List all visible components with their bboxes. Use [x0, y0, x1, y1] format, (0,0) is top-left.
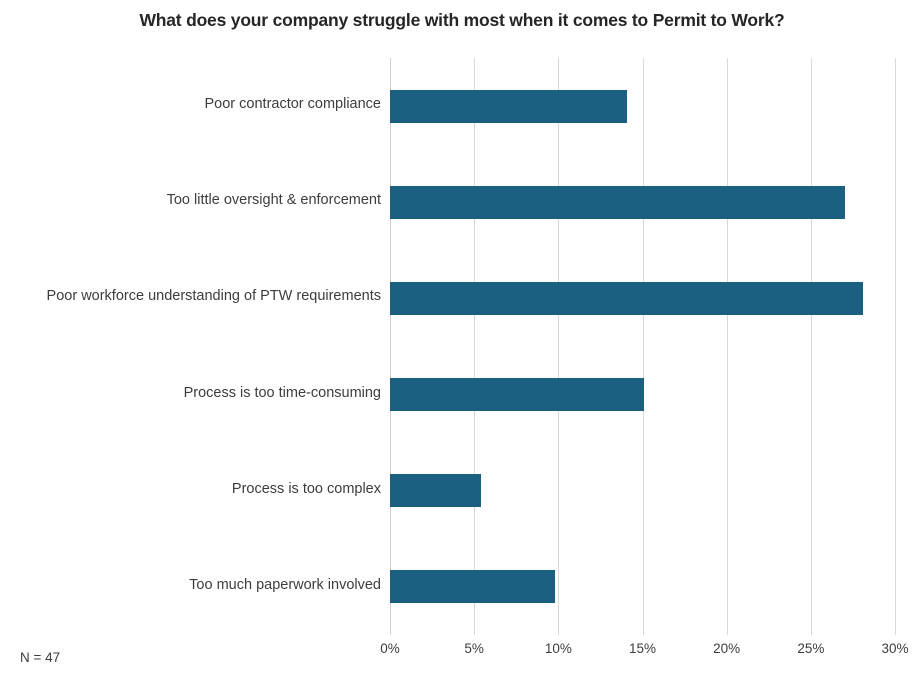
x-tick-label: 30% [881, 641, 909, 656]
y-axis-label: Poor contractor compliance [204, 96, 382, 113]
gridline-0pct [390, 58, 391, 635]
bar [390, 570, 555, 604]
x-tick-label: 10% [544, 641, 572, 656]
gridline-20pct [726, 58, 728, 635]
gridline-15pct [642, 58, 644, 635]
gridline-25pct [810, 58, 812, 635]
x-tick-label: 15% [628, 641, 657, 656]
x-tick-label: 0% [380, 641, 400, 656]
x-tick-label: 25% [797, 641, 825, 656]
y-axis-label: Process is too time-consuming [183, 384, 381, 401]
y-axis-label: Too little oversight & enforcement [166, 192, 381, 209]
y-axis-category-labels: Poor contractor compliance Too little ove… [0, 58, 390, 635]
bar [390, 474, 481, 508]
y-axis-label: Process is too complex [231, 480, 381, 497]
y-axis-label: Poor workforce understanding of PTW requ… [46, 288, 381, 305]
plot-area [390, 58, 896, 635]
gridline-10pct [558, 58, 560, 635]
sample-size-annotation: N = 47 [20, 650, 61, 665]
gridline-30pct [895, 58, 896, 635]
x-axis-tick-labels: 0% 5% 10% 15% 20% 25% 30% [380, 641, 908, 665]
x-tick-label: 5% [464, 641, 484, 656]
bar [390, 378, 645, 412]
chart-title: What does your company struggle with mos… [139, 10, 785, 30]
bar [390, 89, 628, 123]
gridline-5pct [474, 58, 476, 635]
bar [390, 185, 845, 219]
bar [390, 281, 864, 315]
x-tick-label: 20% [713, 641, 741, 656]
y-axis-label: Too much paperwork involved [189, 576, 381, 593]
